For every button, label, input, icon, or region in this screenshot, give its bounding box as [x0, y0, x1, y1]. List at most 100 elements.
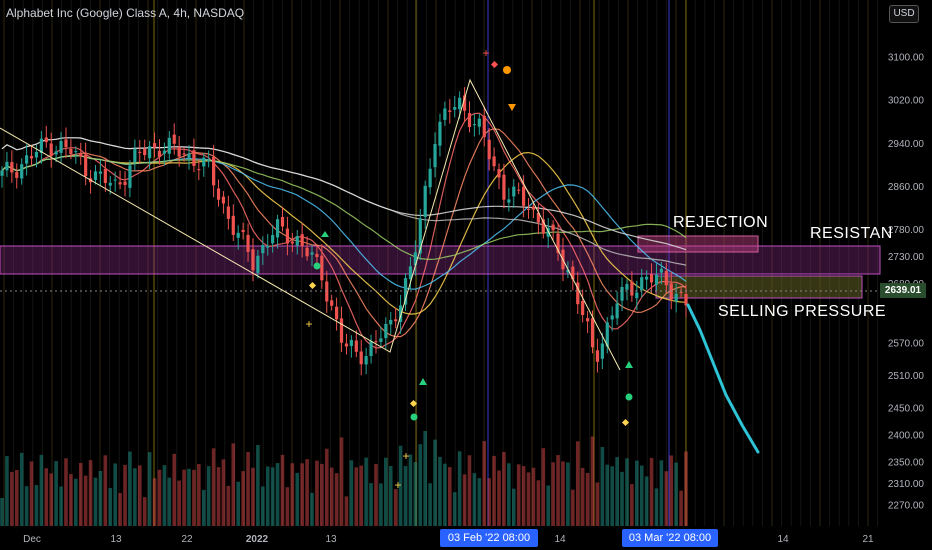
volume-bar [182, 469, 186, 526]
volume-bar [118, 493, 122, 526]
volume-bar [393, 489, 398, 526]
currency-badge[interactable]: USD [889, 5, 919, 23]
candle-body [374, 341, 378, 343]
candle-body [566, 269, 570, 273]
candle-body [428, 168, 432, 188]
volume-bar [221, 459, 226, 526]
time-badge-feb: 03 Feb '22 08:00 [440, 529, 538, 547]
volume-bar [443, 463, 447, 526]
candle-body [674, 293, 678, 302]
volume-bar [349, 460, 354, 526]
volume-bar [137, 465, 142, 526]
volume-bar [246, 451, 250, 526]
volume-bar [54, 461, 58, 526]
candle-body [182, 153, 186, 155]
volume-bar [423, 431, 427, 526]
resistance-label: RESISTAN [810, 225, 893, 242]
marker-diamond [409, 399, 418, 408]
volume-bar [192, 469, 196, 526]
volume-bar [98, 470, 103, 526]
volume-bar [177, 480, 181, 526]
candle-body [477, 118, 481, 127]
volume-bar [379, 483, 383, 526]
candle-body [433, 143, 437, 168]
candle-body [15, 172, 19, 178]
volume-bar [310, 492, 314, 526]
candle-body [143, 148, 147, 156]
candle-body [344, 343, 349, 347]
candle-body [610, 315, 614, 320]
x-tick-label: Dec [23, 534, 41, 545]
volume-bar [659, 460, 664, 526]
candle-body [472, 124, 477, 126]
candle-body [581, 300, 585, 316]
volume-bar [536, 480, 541, 526]
volume-bar [526, 472, 531, 526]
volume-bar [639, 465, 644, 526]
signal-markers: + + + + [305, 46, 633, 492]
volume-bar [265, 466, 270, 526]
volume-bar [275, 463, 280, 526]
candle-body [408, 266, 413, 280]
candle-body [354, 340, 358, 352]
volume-bar [152, 478, 157, 526]
candle-body [246, 234, 250, 252]
candle-body [108, 182, 112, 186]
candle-body [310, 252, 314, 255]
moving-average-line [1, 137, 687, 251]
volume-bar [113, 463, 117, 526]
last-price-badge: 2639.01 [880, 283, 926, 298]
candle-body [423, 185, 427, 217]
candle-body [123, 181, 127, 186]
volume-bar [172, 453, 177, 526]
candle-body [148, 146, 152, 159]
candle-body [320, 255, 324, 281]
volume-bar [620, 471, 624, 526]
candles [0, 87, 688, 376]
volume-bar [595, 482, 600, 526]
candle-body [389, 319, 393, 325]
volume-bar [566, 462, 570, 526]
candle-body [211, 156, 216, 186]
volume-bar [457, 451, 462, 526]
volume-bar [162, 465, 167, 526]
volume-bar [561, 461, 565, 526]
candle-body [64, 139, 68, 148]
candle-body [413, 252, 417, 266]
candle-body [536, 212, 540, 223]
volume-bar [315, 460, 319, 526]
volume-bar [413, 462, 418, 526]
volume-bar [69, 474, 73, 526]
volume-bar [418, 444, 423, 526]
volume-bar [384, 457, 388, 526]
selling-pressure-label: SELLING PRESSURE [718, 303, 887, 320]
volume-bar [654, 488, 659, 526]
x-tick-label: 22 [181, 534, 193, 545]
resistance-zone [0, 245, 881, 275]
volume-bar [329, 467, 334, 526]
marker-dot [625, 393, 633, 401]
volume-bar [147, 452, 152, 526]
volume-bar [511, 488, 516, 526]
candle-body [39, 138, 43, 154]
volume-bar [674, 462, 678, 526]
candle-body [295, 235, 299, 246]
volume-bar [74, 478, 78, 526]
candle-body [103, 169, 107, 184]
volume-bar [59, 486, 63, 526]
candle-body [271, 235, 275, 244]
volume-bar [556, 455, 560, 526]
marker-dot [503, 66, 511, 74]
volume-bar [403, 466, 408, 526]
volume-bar [369, 483, 373, 526]
candle-body [261, 245, 265, 254]
x-tick-label: 14 [554, 534, 566, 545]
candle-body [339, 318, 344, 343]
x-tick-label: 13 [110, 534, 122, 545]
volume-bar [206, 466, 211, 526]
volume-bar [201, 489, 206, 526]
moving-average-line [1, 128, 687, 338]
candle-body [526, 208, 531, 210]
candle-body [625, 284, 629, 290]
